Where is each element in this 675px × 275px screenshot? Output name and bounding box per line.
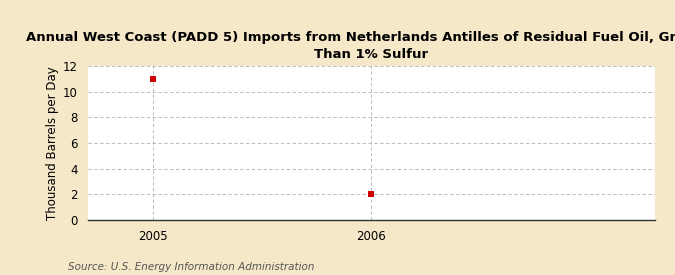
Y-axis label: Thousand Barrels per Day: Thousand Barrels per Day	[46, 66, 59, 220]
Text: Source: U.S. Energy Information Administration: Source: U.S. Energy Information Administ…	[68, 262, 314, 272]
Title: Annual West Coast (PADD 5) Imports from Netherlands Antilles of Residual Fuel Oi: Annual West Coast (PADD 5) Imports from …	[26, 31, 675, 61]
